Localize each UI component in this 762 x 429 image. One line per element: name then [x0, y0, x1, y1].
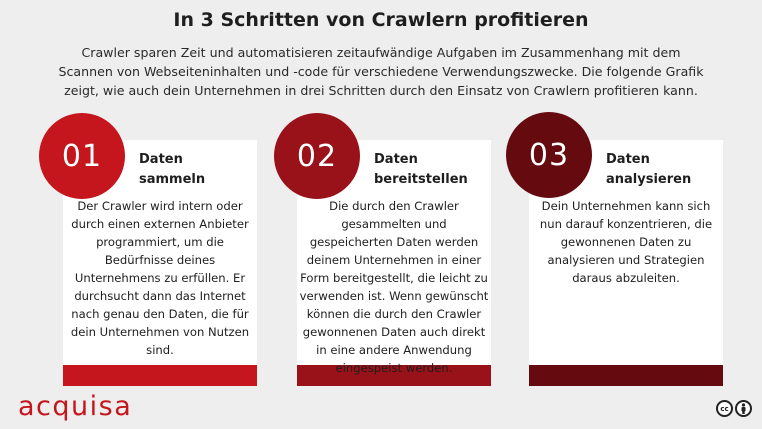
- step-3-description: Dein Unternehmen kann sich nun darauf ko…: [539, 199, 713, 285]
- step-3-number: 03: [528, 137, 570, 173]
- step-1-title: Daten sammeln: [139, 150, 205, 190]
- creative-commons-badge: cc: [716, 400, 752, 417]
- step-1-description: Der Crawler wird intern oder durch einen…: [70, 199, 250, 357]
- step-1-title-line2: sammeln: [139, 172, 206, 187]
- page-title: In 3 Schritten von Crawlern profitieren: [173, 9, 589, 31]
- step-2-number-circle: 02: [274, 113, 360, 199]
- step-card-3: [529, 140, 723, 386]
- step-3-number-circle: 03: [506, 112, 592, 198]
- step-1-number-circle: 01: [39, 113, 125, 199]
- step-3-title-line2: analysieren: [606, 172, 692, 187]
- cc-icon: cc: [716, 400, 733, 417]
- step-3-title-line1: Daten: [606, 152, 650, 167]
- step-1-title-line1: Daten: [139, 152, 183, 167]
- step-2-title-line2: bereitstellen: [374, 172, 468, 187]
- step-2-title-line1: Daten: [374, 152, 418, 167]
- step-3-title: Daten analysieren: [606, 150, 691, 190]
- step-2-title: Daten bereitstellen: [374, 150, 468, 190]
- step-2-description: Die durch den Crawler gesammelten und ge…: [299, 199, 489, 375]
- step-2-bar: [297, 365, 491, 386]
- step-3-bar: [529, 365, 723, 386]
- step-1-bar: [63, 365, 257, 386]
- step-2-number: 02: [296, 138, 338, 174]
- acquisa-logo: acquisa: [18, 391, 133, 422]
- intro-text: Crawler sparen Zeit und automatisieren z…: [58, 45, 704, 98]
- step-1-number: 01: [61, 138, 103, 174]
- by-attribution-icon: [735, 400, 752, 417]
